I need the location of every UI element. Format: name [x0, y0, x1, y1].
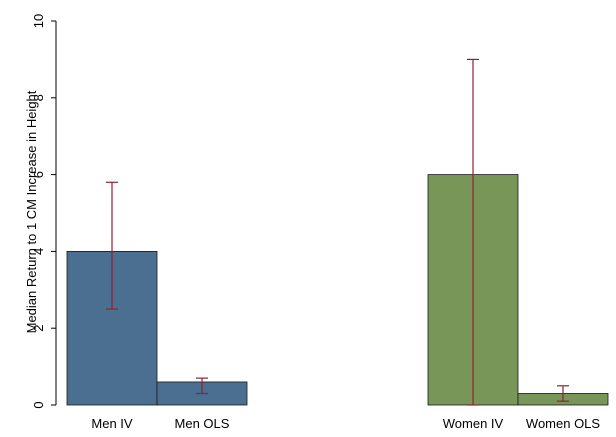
y-tick-label: 0 — [31, 401, 46, 408]
category-label: Men IV — [91, 416, 133, 431]
y-tick-label: 6 — [31, 171, 46, 178]
error-bar — [106, 181, 118, 310]
category-label: Men OLS — [175, 416, 230, 431]
category-label: Women IV — [443, 416, 504, 431]
error-bar — [196, 377, 208, 395]
y-tick-label: 4 — [31, 248, 46, 255]
y-tick-label: 2 — [31, 325, 46, 332]
category-labels: Men IV Men OLS Women IV Women OLS — [91, 416, 600, 431]
y-tick-label: 10 — [31, 14, 46, 28]
y-axis: 0 2 4 6 8 10 — [31, 14, 57, 409]
category-label: Women OLS — [526, 416, 601, 431]
error-bar — [467, 58, 479, 406]
y-tick-label: 8 — [31, 94, 46, 101]
error-bars — [106, 58, 569, 406]
y-axis-title: Median Return to 1 CM Increase in Height — [24, 90, 39, 333]
error-bar — [557, 385, 569, 402]
bars — [66, 174, 609, 406]
